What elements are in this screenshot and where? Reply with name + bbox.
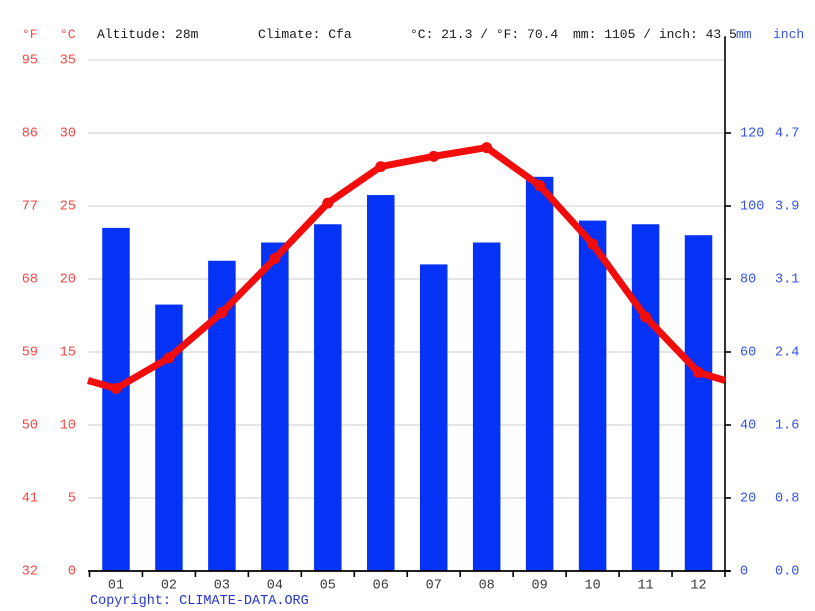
fahrenheit-tick-label: 86 (22, 127, 38, 142)
celsius-tick-label: 35 (60, 54, 76, 69)
month-label: 01 (108, 579, 124, 594)
fahrenheit-tick-label: 41 (22, 492, 38, 507)
celsius-tick-label: 30 (60, 127, 76, 142)
avg-temp-label: °C: 21.3 / °F: 70.4 (410, 27, 559, 42)
temperature-point-07 (428, 150, 440, 162)
mm-tick-label: 0 (740, 565, 748, 580)
inch-tick-label: 3.1 (775, 273, 799, 288)
fahrenheit-tick-label: 50 (22, 419, 38, 434)
fahrenheit-tick-label: 59 (22, 346, 38, 361)
temperature-point-09 (534, 180, 546, 192)
temperature-point-08 (481, 142, 493, 154)
inch-tick-label: 0.0 (775, 565, 799, 580)
temperature-point-01 (110, 383, 122, 394)
inch-tick-label: 2.4 (775, 346, 799, 361)
month-label: 10 (585, 579, 601, 594)
celsius-tick-label: 20 (60, 273, 76, 288)
celsius-tick-label: 0 (68, 565, 76, 580)
month-label: 08 (479, 579, 495, 594)
temperature-point-11 (640, 311, 652, 323)
fahrenheit-tick-label: 68 (22, 273, 38, 288)
inch-tick-label: 3.9 (775, 200, 799, 215)
copyright: Copyright: CLIMATE-DATA.ORG (90, 594, 309, 609)
month-label: 06 (373, 579, 389, 594)
precip-bar-06 (367, 195, 395, 572)
month-label: 04 (267, 579, 283, 594)
climate-data-link[interactable]: CLIMATE-DATA.ORG (179, 594, 309, 609)
altitude-label: Altitude: 28m (97, 27, 199, 42)
mm-tick-label: 40 (740, 419, 756, 434)
precip-bar-10 (578, 220, 607, 571)
month-label: 03 (214, 579, 230, 594)
precip-bar-11 (631, 224, 660, 571)
inch-tick-label: 1.6 (775, 419, 799, 434)
month-label: 09 (532, 579, 548, 594)
precip-bar-07 (419, 264, 448, 571)
celsius-tick-label: 15 (60, 346, 76, 361)
month-label: 02 (161, 579, 177, 594)
fahrenheit-tick-label: 32 (22, 565, 38, 580)
annual-precip-label: mm: 1105 / inch: 43.5 (573, 27, 737, 42)
temperature-point-06 (375, 161, 387, 173)
inch-axis-title: inch (773, 27, 805, 42)
celsius-tick-label: 25 (60, 200, 76, 215)
mm-tick-label: 120 (740, 127, 764, 142)
precip-bar-09 (525, 176, 554, 572)
inch-tick-label: 0.8 (775, 492, 799, 507)
climate-class-label: Climate: Cfa (258, 27, 352, 42)
precip-bar-04 (261, 242, 289, 571)
copyright-label: Copyright: (90, 594, 180, 609)
fahrenheit-tick-label: 77 (22, 200, 38, 215)
temperature-point-04 (269, 253, 281, 265)
temperature-point-10 (587, 238, 599, 250)
precip-bar-05 (314, 224, 342, 571)
mm-tick-label: 80 (740, 273, 756, 288)
month-label: 05 (320, 579, 336, 594)
temperature-point-03 (216, 307, 228, 319)
fahrenheit-axis-title: °F (22, 27, 38, 42)
temperature-point-05 (322, 197, 334, 209)
temperature-line (87, 144, 727, 392)
celsius-tick-label: 10 (60, 419, 76, 434)
temperature-point-12 (693, 366, 705, 378)
precip-bar-01 (102, 227, 130, 571)
month-label: 12 (690, 579, 706, 594)
celsius-tick-label: 5 (68, 492, 76, 507)
mm-axis-title: mm (736, 27, 752, 42)
mm-tick-label: 20 (740, 492, 756, 507)
temperature-point-02 (163, 352, 175, 364)
celsius-axis-title: °C (60, 27, 76, 42)
precip-bar-02 (155, 304, 183, 571)
mm-tick-label: 60 (740, 346, 756, 361)
precip-bar-12 (684, 235, 713, 571)
mm-tick-label: 100 (740, 200, 764, 215)
fahrenheit-tick-label: 95 (22, 54, 38, 69)
precip-bar-08 (472, 242, 501, 571)
inch-tick-label: 4.7 (775, 127, 799, 142)
month-label: 07 (426, 579, 442, 594)
month-label: 11 (637, 579, 653, 594)
